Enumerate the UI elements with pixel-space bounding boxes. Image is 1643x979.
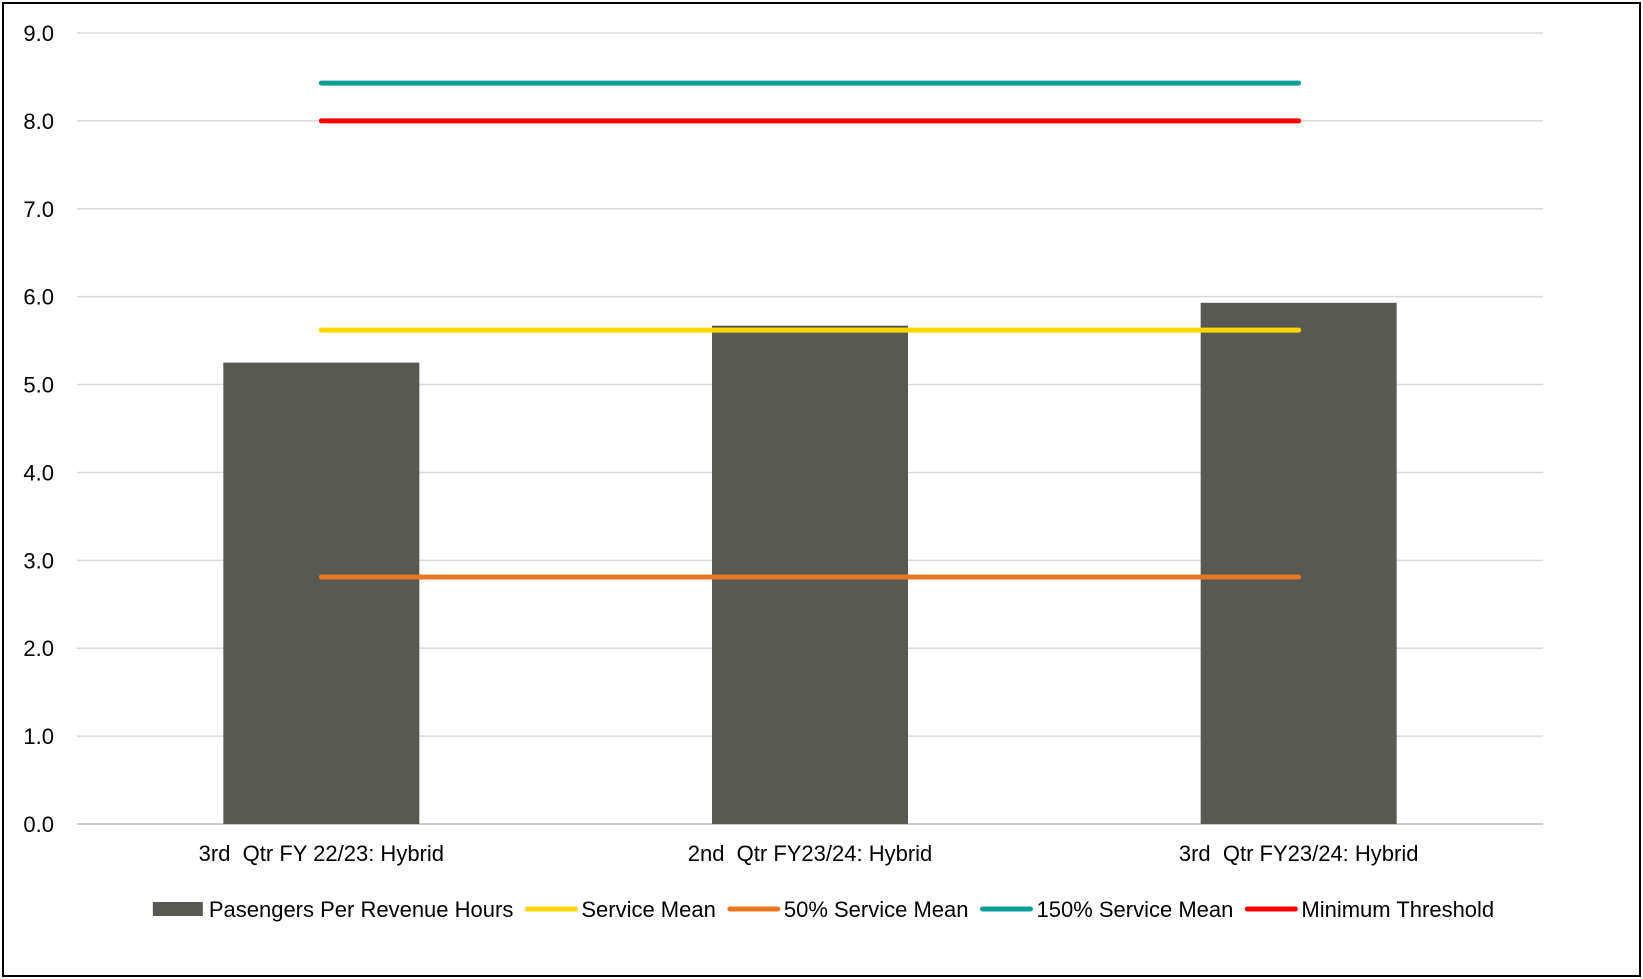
legend: Pasengers Per Revenue Hours Service Mean 5… [152,897,1494,922]
y-tick-label: 2.0 [23,636,54,661]
y-tick-label: 9.0 [23,21,54,46]
x-category-label: 3rd Qtr FY23/24: Hybrid [1179,841,1419,866]
series-lines [318,80,1302,580]
legend-item: Pasengers Per Revenue Hours [152,897,514,922]
y-tick-label: 5.0 [23,373,54,398]
legend-label: 150% Service Mean [1037,897,1234,922]
x-category-label: 2nd Qtr FY23/24: Hybrid [688,841,933,866]
y-tick-label: 7.0 [23,197,54,222]
y-tick-label: 0.0 [23,812,54,837]
legend-item: Service Mean [524,897,716,922]
legend-label: Pasengers Per Revenue Hours [209,897,514,922]
legend-label: Minimum Threshold [1301,897,1494,922]
legend-item: Minimum Threshold [1244,897,1494,922]
legend-item: 150% Service Mean [980,897,1234,922]
y-tick-label: 4.0 [23,460,54,485]
bars [223,302,1397,825]
bar [1200,302,1397,825]
y-tick-label: 1.0 [23,724,54,749]
bar [223,362,420,824]
legend-swatch-bar [152,902,203,916]
y-tick-label: 6.0 [23,285,54,310]
bar-line-chart: 0.0 1.0 2.0 3.0 4.0 5.0 6.0 7.0 8.0 9.0 3rd Qtr F… [23,21,1543,922]
x-category-label: 3rd Qtr FY 22/23: Hybrid [199,841,444,866]
y-tick-label: 3.0 [23,548,54,573]
legend-item: 50% Service Mean [727,897,969,922]
y-tick-label: 8.0 [23,109,54,134]
y-axis-ticks: 0.0 1.0 2.0 3.0 4.0 5.0 6.0 7.0 8.0 9.0 [23,21,54,837]
legend-label: 50% Service Mean [784,897,969,922]
x-axis-labels: 3rd Qtr FY 22/23: Hybrid 2nd Qtr FY23/24:… [199,841,1419,866]
legend-label: Service Mean [581,897,716,922]
